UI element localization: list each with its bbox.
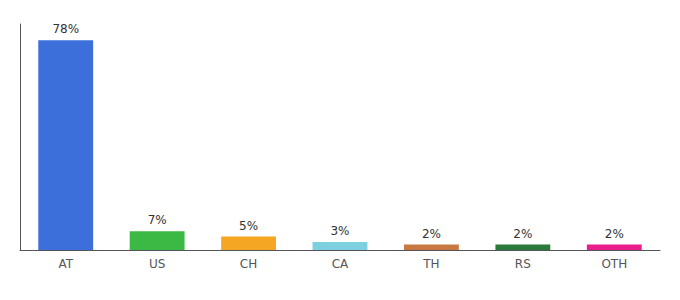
svg-text:OTH: OTH bbox=[601, 257, 627, 271]
svg-text:2%: 2% bbox=[422, 227, 441, 241]
svg-text:CA: CA bbox=[332, 257, 349, 271]
svg-text:3%: 3% bbox=[330, 224, 349, 238]
svg-text:7%: 7% bbox=[148, 213, 167, 227]
svg-text:US: US bbox=[149, 257, 165, 271]
svg-text:AT: AT bbox=[58, 257, 73, 271]
svg-text:RS: RS bbox=[515, 257, 531, 271]
svg-text:2%: 2% bbox=[605, 227, 624, 241]
svg-text:78%: 78% bbox=[52, 22, 79, 36]
svg-text:5%: 5% bbox=[239, 219, 258, 233]
svg-text:CH: CH bbox=[240, 257, 257, 271]
svg-text:2%: 2% bbox=[513, 227, 532, 241]
svg-text:TH: TH bbox=[422, 257, 439, 271]
